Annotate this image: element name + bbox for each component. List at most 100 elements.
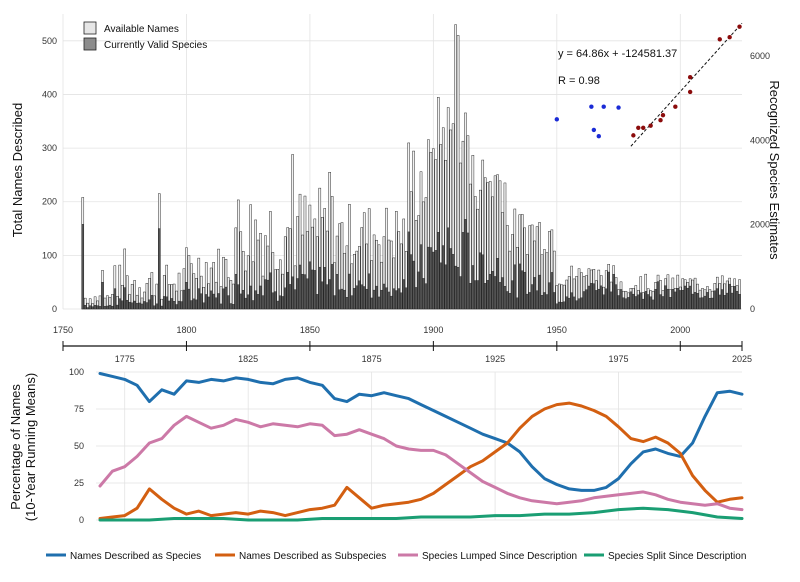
top-y-tick-label: 200: [42, 197, 57, 207]
bar-valid: [150, 295, 154, 310]
bar-valid: [414, 287, 418, 310]
bar-valid: [91, 306, 94, 310]
bar-valid: [338, 289, 341, 310]
bar-valid: [407, 231, 410, 310]
bar-valid: [654, 289, 657, 310]
bottom-y-tick-label: 50: [74, 441, 84, 451]
scatter-point-red: [631, 133, 636, 138]
scatter-point-red: [673, 104, 678, 109]
legend-label-split: Species Split Since Description: [608, 551, 746, 562]
legend-label-subspecies: Names Described as Subspecies: [239, 551, 386, 562]
bar-valid: [130, 302, 134, 310]
top-y-axis-title: Total Names Described: [10, 103, 25, 237]
top-x-tick-label: 1900: [423, 325, 443, 335]
top-axes: 0 100 200 300 400 500 0 2000 4000 6000 1750 1800 185…: [42, 36, 770, 335]
bar-valid: [170, 298, 173, 310]
top-right-y-tick-label: 0: [750, 304, 755, 314]
bar-valid: [723, 295, 726, 310]
bar-valid: [506, 291, 509, 310]
bar-valid: [385, 287, 388, 310]
bar-valid: [555, 303, 559, 310]
bar-valid: [214, 297, 218, 310]
bar-valid: [637, 294, 640, 310]
bar-valid: [207, 296, 210, 310]
bar-valid: [113, 288, 117, 310]
bar-valid: [108, 304, 112, 310]
bar-valid: [350, 295, 354, 310]
bar-valid: [145, 302, 149, 310]
mid-timeline-axis: 1775 1825 1875 1925 1975 2025: [62, 341, 752, 364]
top-right-y-tick-label: 2000: [750, 220, 770, 230]
bar-valid: [644, 291, 647, 310]
bar-valid: [540, 295, 544, 310]
bar-valid: [530, 284, 534, 310]
bar-valid: [454, 265, 457, 310]
fit-line: [630, 22, 743, 147]
bar-valid: [718, 294, 722, 310]
bar-valid: [422, 278, 425, 310]
bar-valid: [622, 297, 625, 310]
bar-valid: [577, 298, 581, 310]
top-right-y-tick-label: 4000: [750, 135, 770, 145]
series-line-subspecies: [98, 401, 744, 520]
bar-valid: [469, 283, 472, 310]
bar-valid: [439, 262, 442, 310]
bar-valid: [545, 294, 549, 310]
bar-valid: [311, 269, 314, 310]
bar-valid: [513, 264, 517, 310]
bar-valid: [187, 288, 191, 310]
bar-valid: [488, 274, 492, 310]
scatter-point-red: [636, 125, 641, 130]
bar-valid: [251, 300, 255, 310]
scatter-point-red: [648, 123, 653, 128]
bar-valid: [503, 285, 507, 310]
bar-valid: [466, 232, 470, 310]
bar-valid: [558, 301, 561, 310]
bar-valid: [158, 228, 161, 310]
bar-valid: [730, 292, 734, 310]
bar-valid: [738, 294, 741, 310]
bar-valid: [345, 297, 349, 310]
bottom-y-tick-label: 75: [74, 404, 84, 414]
bottom-y-tick-label: 100: [69, 367, 84, 377]
bar-valid: [614, 284, 618, 310]
scatter-point-blue: [589, 104, 594, 109]
bar-valid: [525, 293, 529, 310]
bar-valid: [444, 264, 447, 310]
bar-valid: [412, 260, 415, 310]
bottom-y-tick-label: 25: [74, 478, 84, 488]
bar-valid: [219, 303, 223, 310]
mid-axis-tick-label: 1925: [485, 354, 505, 364]
bar-valid: [83, 305, 87, 310]
bar-valid: [442, 245, 445, 310]
bar-valid: [348, 273, 351, 310]
bar-valid: [118, 298, 122, 310]
bar-valid: [276, 300, 280, 310]
bar-valid: [375, 285, 378, 310]
bar-valid: [434, 250, 438, 310]
bar-valid: [595, 290, 598, 310]
bar-valid: [367, 273, 371, 310]
bar-valid: [481, 254, 484, 310]
bar-valid: [706, 292, 709, 310]
bar-valid: [98, 306, 102, 310]
fit-r-label: R = 0.98: [558, 75, 600, 87]
bar-valid: [229, 303, 233, 310]
mid-axis-tick-label: 1775: [115, 354, 135, 364]
top-x-tick-label: 1950: [547, 325, 567, 335]
bar-valid: [604, 288, 608, 310]
bar-valid: [318, 266, 322, 310]
bar-valid: [681, 289, 684, 310]
bar-valid: [313, 270, 317, 310]
bar-valid: [217, 293, 220, 310]
bar-valid: [708, 298, 712, 310]
bar-valid: [649, 296, 652, 310]
bar-valid: [103, 306, 107, 310]
mid-axis-tick-label: 1975: [609, 354, 629, 364]
bar-valid: [125, 300, 129, 310]
bar-valid: [249, 285, 252, 310]
bar-valid: [733, 286, 736, 310]
bar-valid: [167, 300, 171, 310]
bar-valid: [81, 224, 84, 310]
top-y-tick-label: 300: [42, 143, 57, 153]
